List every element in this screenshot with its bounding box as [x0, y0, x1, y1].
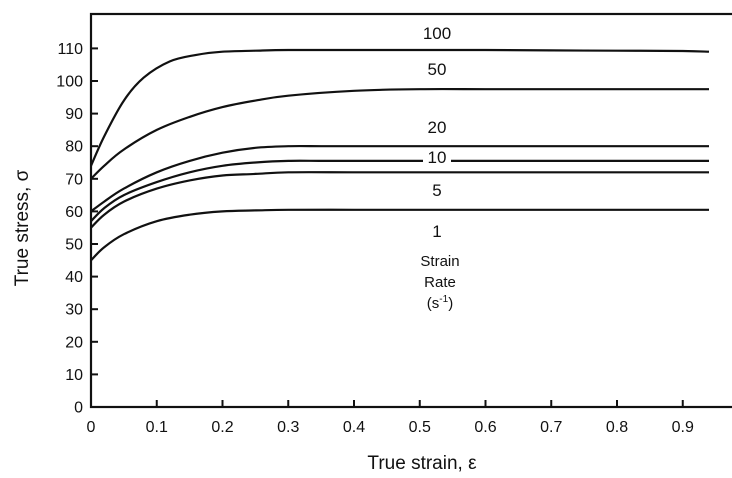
y-tick-label-50: 50 — [65, 237, 83, 254]
y-tick-label-40: 40 — [65, 269, 83, 286]
series-labels: 100 50 20 10 5 1 — [423, 24, 451, 241]
x-tick-label-0.1: 0.1 — [146, 419, 168, 436]
y-tick-label-30: 30 — [65, 302, 83, 319]
annotation-line-1: Strain — [420, 253, 459, 270]
x-tick-label-0.3: 0.3 — [277, 419, 299, 436]
y-tick-label-0: 0 — [74, 400, 83, 417]
y-tick-label-60: 60 — [65, 204, 83, 221]
series-curves — [89, 48, 710, 262]
curve-rate-5 — [90, 171, 709, 229]
series-label-5: 5 — [432, 181, 441, 200]
curve-rate-20 — [90, 144, 709, 213]
series-label-10: 10 — [428, 148, 447, 167]
y-axis-title: True stress, σ — [12, 169, 33, 286]
y-tick-label-20: 20 — [65, 334, 83, 351]
x-tick-label-0.9: 0.9 — [672, 419, 694, 436]
x-tick-label-0.4: 0.4 — [343, 419, 365, 436]
x-tick-label-0.5: 0.5 — [409, 419, 431, 436]
y-tick-label-100: 100 — [56, 74, 83, 91]
series-label-20: 20 — [428, 118, 447, 137]
label-backdrop-rate-10 — [423, 149, 451, 166]
y-axis-ticks: 0 10 20 30 40 50 60 70 80 90 100 110 — [56, 41, 98, 417]
x-tick-label-0.8: 0.8 — [606, 419, 628, 436]
curve-rate-100 — [89, 48, 710, 167]
x-tick-label-0.6: 0.6 — [474, 419, 496, 436]
series-label-1: 1 — [432, 222, 441, 241]
x-tick-label-0.2: 0.2 — [211, 419, 233, 436]
annotation-unit-base: (s — [427, 295, 440, 312]
y-tick-label-90: 90 — [65, 106, 83, 123]
x-axis-ticks: 0 0.1 0.2 0.3 0.4 0.5 0.6 0.7 0.8 0.9 — [87, 400, 694, 436]
series-label-100: 100 — [423, 24, 451, 43]
annotation-line-2: Rate — [424, 274, 456, 291]
y-tick-label-70: 70 — [65, 171, 83, 188]
y-tick-label-80: 80 — [65, 139, 83, 156]
curve-rate-50 — [90, 87, 709, 180]
y-tick-label-110: 110 — [57, 41, 83, 58]
annotation-unit-end: ) — [448, 295, 453, 312]
annotation-unit-sup: -1 — [439, 294, 448, 305]
x-tick-label-0.7: 0.7 — [540, 419, 562, 436]
x-axis-title: True strain, ε — [367, 453, 477, 474]
curve-rate-1 — [90, 208, 709, 262]
series-label-50: 50 — [428, 60, 447, 79]
annotation-line-3: (s-1) — [427, 294, 453, 312]
y-tick-label-10: 10 — [65, 367, 83, 384]
curve-rate-10 — [90, 159, 709, 222]
strain-rate-annotation: Strain Rate (s-1) — [420, 253, 459, 312]
x-tick-label-0: 0 — [87, 419, 96, 436]
